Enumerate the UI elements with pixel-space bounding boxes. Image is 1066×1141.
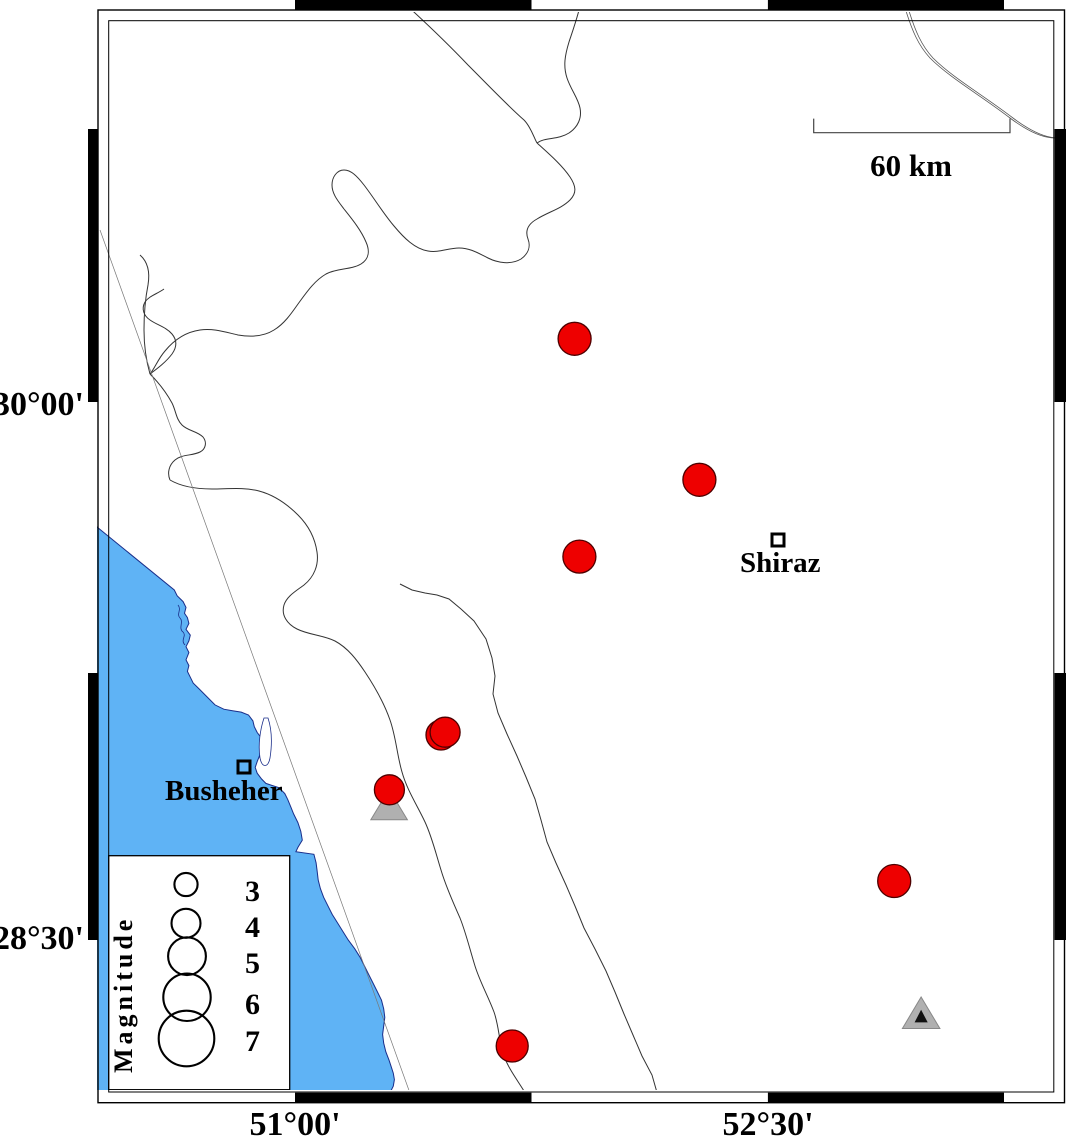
svg-text:4: 4 — [245, 911, 260, 944]
svg-text:5: 5 — [245, 947, 260, 980]
svg-text:7: 7 — [245, 1025, 260, 1058]
svg-text:Busheher: Busheher — [165, 775, 283, 807]
svg-text:28°30': 28°30' — [0, 920, 84, 957]
svg-text:6: 6 — [245, 988, 260, 1021]
svg-text:30°00': 30°00' — [0, 386, 84, 423]
svg-text:Shiraz: Shiraz — [740, 547, 821, 579]
svg-text:51°00': 51°00' — [249, 1106, 340, 1141]
svg-text:Magnitude: Magnitude — [109, 916, 138, 1073]
svg-text:3: 3 — [245, 875, 260, 908]
svg-text:52°30': 52°30' — [722, 1106, 813, 1141]
svg-text:60 km: 60 km — [870, 148, 952, 183]
